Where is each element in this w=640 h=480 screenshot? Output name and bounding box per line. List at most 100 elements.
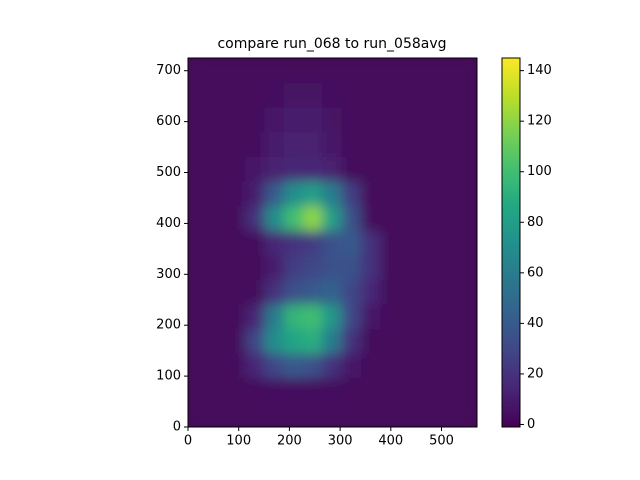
heat-cell bbox=[303, 254, 324, 280]
x-tick-label: 400 bbox=[378, 434, 403, 449]
heat-cell bbox=[303, 205, 324, 231]
heat-cell bbox=[418, 377, 439, 403]
heat-cell bbox=[226, 328, 247, 354]
heat-cell bbox=[188, 352, 208, 379]
heat-cell bbox=[303, 303, 324, 330]
heat-cell bbox=[399, 303, 420, 330]
heat-cell bbox=[283, 205, 305, 231]
heat-cell bbox=[283, 401, 305, 427]
x-tick-label: 500 bbox=[429, 434, 454, 449]
colorbar-tick-label: 120 bbox=[527, 114, 552, 129]
heat-cell bbox=[245, 131, 266, 157]
heat-cell bbox=[188, 131, 208, 157]
heat-cell bbox=[399, 352, 420, 379]
heat-cell bbox=[341, 229, 362, 256]
heat-cell bbox=[380, 254, 401, 280]
heat-cell bbox=[380, 131, 401, 157]
heat-cell bbox=[303, 377, 324, 403]
heat-cell bbox=[322, 377, 343, 403]
heat-cell bbox=[206, 328, 228, 354]
heat-cell bbox=[303, 180, 324, 207]
heat-cell bbox=[360, 352, 382, 379]
y-tick-label: 600 bbox=[156, 114, 181, 129]
heat-cell bbox=[264, 352, 285, 379]
heat-cell bbox=[322, 328, 343, 354]
heat-cell bbox=[360, 303, 382, 330]
heat-cell bbox=[360, 401, 382, 427]
heat-cell bbox=[437, 229, 459, 256]
heat-cell bbox=[264, 328, 285, 354]
heat-cell bbox=[399, 254, 420, 280]
heat-cell bbox=[245, 254, 266, 280]
heat-cell bbox=[206, 352, 228, 379]
heat-cell bbox=[399, 278, 420, 305]
heat-cell bbox=[418, 106, 439, 133]
heat-cell bbox=[380, 278, 401, 305]
heat-cell bbox=[245, 180, 266, 207]
heat-cell bbox=[457, 401, 477, 427]
heat-cell bbox=[283, 303, 305, 330]
heat-cell bbox=[399, 328, 420, 354]
heat-cell bbox=[206, 155, 228, 182]
heat-cell bbox=[188, 82, 208, 108]
heat-cell bbox=[226, 303, 247, 330]
heat-cell bbox=[457, 328, 477, 354]
heat-cell bbox=[264, 155, 285, 182]
heat-cell bbox=[264, 180, 285, 207]
heat-cell bbox=[206, 401, 228, 427]
colorbar-tick-label: 60 bbox=[527, 265, 544, 280]
heat-cell bbox=[188, 205, 208, 231]
heat-cell bbox=[322, 155, 343, 182]
heat-cell bbox=[245, 106, 266, 133]
heat-cell bbox=[303, 106, 324, 133]
heat-cell bbox=[226, 205, 247, 231]
heat-cell bbox=[245, 82, 266, 108]
heat-cell bbox=[245, 377, 266, 403]
heat-cell bbox=[360, 131, 382, 157]
heat-cell bbox=[399, 401, 420, 427]
heat-cell bbox=[437, 58, 459, 84]
heat-cell bbox=[380, 180, 401, 207]
heat-cell bbox=[341, 254, 362, 280]
heat-cell bbox=[206, 229, 228, 256]
heat-cell bbox=[341, 352, 362, 379]
heat-cell bbox=[283, 58, 305, 84]
heat-cell bbox=[380, 58, 401, 84]
heat-cell bbox=[418, 155, 439, 182]
heat-cell bbox=[360, 377, 382, 403]
heat-cell bbox=[303, 278, 324, 305]
heat-cell bbox=[341, 82, 362, 108]
heat-cell bbox=[245, 352, 266, 379]
heat-cell bbox=[264, 303, 285, 330]
heat-cell bbox=[206, 205, 228, 231]
heat-cell bbox=[264, 377, 285, 403]
heat-cell bbox=[264, 205, 285, 231]
heat-cell bbox=[380, 401, 401, 427]
heat-cell bbox=[188, 180, 208, 207]
heat-cell bbox=[399, 180, 420, 207]
y-tick-label: 400 bbox=[156, 216, 181, 231]
heat-cell bbox=[457, 229, 477, 256]
heat-cell bbox=[322, 131, 343, 157]
heat-cell bbox=[188, 401, 208, 427]
heat-cell bbox=[457, 180, 477, 207]
heat-cell bbox=[322, 205, 343, 231]
heat-cell bbox=[380, 229, 401, 256]
colorbar bbox=[501, 57, 521, 428]
heat-cell bbox=[360, 254, 382, 280]
heat-cell bbox=[283, 131, 305, 157]
heat-cell bbox=[418, 180, 439, 207]
heat-cell bbox=[283, 254, 305, 280]
heat-cell bbox=[264, 401, 285, 427]
heat-cell bbox=[418, 254, 439, 280]
heat-cell bbox=[283, 155, 305, 182]
heat-cell bbox=[418, 82, 439, 108]
heat-cell bbox=[380, 155, 401, 182]
heat-cell bbox=[418, 278, 439, 305]
heat-cell bbox=[399, 155, 420, 182]
heat-cell bbox=[283, 377, 305, 403]
heat-cell bbox=[188, 229, 208, 256]
heat-cell bbox=[360, 155, 382, 182]
heat-cell bbox=[437, 106, 459, 133]
heat-cell bbox=[399, 82, 420, 108]
